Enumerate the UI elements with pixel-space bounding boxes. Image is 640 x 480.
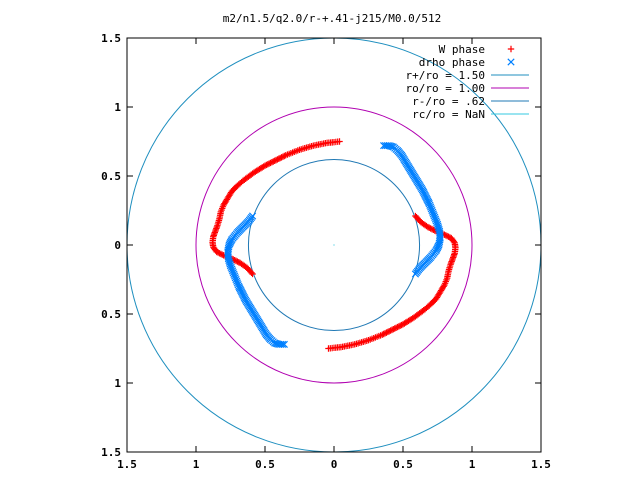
y-tick-label: 0.5 [101,170,121,183]
w-phase-marker [450,238,458,245]
drho-phase-marker [380,142,388,150]
w-phase-marker [391,325,398,332]
x-tick-label: 1.5 [117,458,137,471]
legend-marker [507,58,515,66]
x-tick-label: 0 [331,458,338,471]
w-phase-marker [394,323,401,331]
w-phase-marker [427,225,434,232]
w-phase-marker [399,321,407,328]
marker-layer [209,138,459,352]
w-phase-marker [445,233,452,240]
w-phase-marker [264,161,271,168]
legend-label: rc/ro = NaN [412,108,485,121]
w-phase-marker [397,322,404,329]
w-phase-marker [267,159,274,167]
w-phase-marker [428,225,436,233]
w-phase-marker [216,250,223,257]
x-tick-label: 0.5 [393,458,413,471]
legend-label: ro/ro = 1.00 [406,82,485,95]
w-phase-marker [383,329,390,336]
drho-phase-marker [280,340,288,348]
w-phase-marker [217,250,225,258]
circle-r-1 [195,106,473,384]
w-phase-marker [381,330,389,337]
w-phase-marker [235,259,242,266]
drho-phase-marker [278,340,287,348]
w-phase-marker [272,156,280,164]
w-phase-marker [268,159,276,166]
w-phase-marker [325,345,332,352]
w-phase-marker [234,258,241,265]
w-phase-marker [279,153,287,160]
legend-label: drho phase [419,56,485,69]
chart-title: m2/n1.5/q2.0/r-+.41-j215/M0.0/512 [223,12,442,25]
circle-r-0_62 [247,158,421,332]
y-tick-label: 1.5 [101,446,121,459]
legend-marker [507,45,515,53]
x-tick-label: 0.5 [255,458,275,471]
w-phase-marker [395,323,403,330]
w-phase-marker [387,327,394,334]
w-phase-marker [380,330,387,338]
w-phase-marker [265,160,273,167]
w-phase-marker [390,325,397,333]
w-phase-marker [336,138,343,145]
w-phase-marker [424,223,432,231]
w-phase-marker [398,321,405,329]
w-phase-marker [430,226,437,234]
w-phase-marker [236,259,244,267]
x-tick-label: 1.5 [531,458,551,471]
legend-label: r+/ro = 1.50 [406,69,485,82]
w-phase-marker [392,324,400,331]
center-point [333,244,335,246]
y-tick-label: 1 [114,377,121,390]
w-phase-marker [426,224,433,231]
w-phase-marker [270,158,277,165]
w-phase-marker [276,154,284,162]
y-tick-label: 0 [114,239,121,252]
w-phase-marker [443,232,451,240]
w-phase-marker [271,157,278,165]
x-tick-label: 1 [469,458,476,471]
w-phase-marker [384,328,392,336]
w-phase-marker [388,326,396,334]
y-tick-label: 1.5 [101,32,121,45]
w-phase-marker [281,152,288,160]
w-phase-marker [210,245,218,252]
w-phase-marker [278,154,285,161]
x-tick-label: 1 [193,458,200,471]
w-phase-marker [232,257,240,265]
y-tick-label: 1 [114,101,121,114]
w-phase-marker [261,162,269,169]
w-phase-marker [263,161,270,169]
w-phase-marker [231,256,238,264]
y-tick-label: 0.5 [101,308,121,321]
legend-label: W phase [439,43,485,56]
w-phase-marker [274,156,281,163]
w-phase-marker [275,155,282,162]
tick-layer: 1.5 1 0.5 0 0.5 1 1.51.510.500.511.5 [101,32,551,471]
w-phase-marker [386,328,393,335]
drho-phase-marker [381,142,390,150]
legend-label: r-/ro = .62 [412,95,485,108]
